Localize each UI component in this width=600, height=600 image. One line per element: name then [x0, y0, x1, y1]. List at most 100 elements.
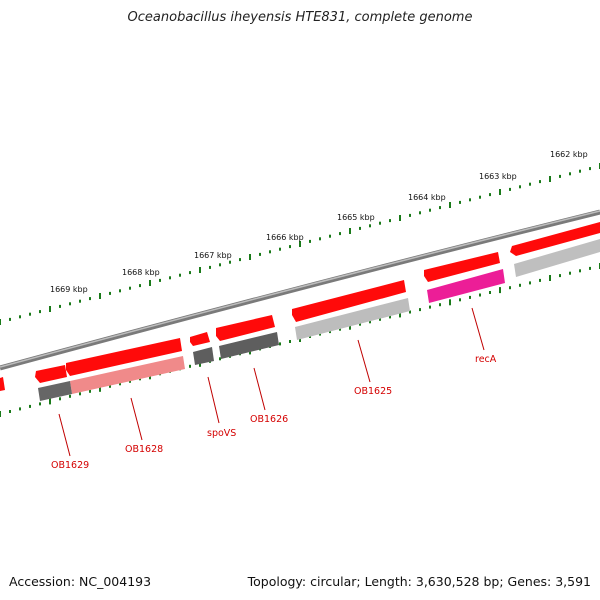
inner-ring-minor-tick: [429, 305, 431, 309]
genome-backbone-highlight: [0, 210, 600, 368]
outer-ring-minor-tick: [339, 232, 341, 236]
inner-ring-minor-tick: [489, 291, 491, 294]
outer-ring-minor-tick: [529, 182, 531, 186]
inner-ring-minor-tick: [479, 293, 481, 297]
outer-ring-minor-tick: [559, 174, 561, 178]
cds-ob1628[interactable]: [70, 356, 185, 394]
gene-forward-3[interactable]: [292, 280, 406, 322]
outer-ring-minor-tick: [359, 226, 361, 230]
inner-ring-major-tick: [99, 385, 101, 392]
outer-ring-minor-tick: [379, 221, 381, 225]
outer-ring-major-tick: [449, 202, 451, 208]
kbp-label-1668: 1668 kbp: [122, 268, 160, 277]
outer-ring-major-tick: [299, 241, 301, 247]
gene-label-reca[interactable]: recA: [475, 354, 497, 365]
kbp-scale-labels: 1662 kbp 1663 kbp 1664 kbp 1665 kbp 1666…: [50, 150, 588, 294]
inner-ring-minor-tick: [339, 327, 341, 331]
inner-ring-minor-tick: [469, 295, 471, 299]
accession-text: Accession: NC_004193: [9, 574, 152, 589]
inner-ring-major-tick: [0, 411, 1, 417]
inner-ring-major-tick: [499, 287, 501, 294]
gene-forward-1[interactable]: [510, 222, 600, 256]
inner-ring-minor-tick: [409, 310, 411, 314]
outer-ring-minor-tick: [519, 185, 521, 189]
outer-ring-minor-tick: [59, 304, 61, 308]
gene-label-ob1629[interactable]: OB1629: [51, 460, 89, 471]
inner-ring-minor-tick: [189, 364, 191, 368]
outer-ring-minor-tick: [209, 265, 211, 269]
topology-summary: Topology: circular; Length: 3,630,528 bp…: [247, 574, 591, 589]
inner-ring-major-tick: [399, 311, 401, 318]
outer-ring-minor-tick: [229, 260, 231, 264]
inner-ring-minor-tick: [379, 317, 381, 321]
cds-track: [38, 239, 600, 401]
outer-ring-minor-tick: [539, 180, 541, 184]
gene-forward-2[interactable]: [424, 252, 500, 282]
gene-label-ob1625[interactable]: OB1625: [354, 386, 392, 397]
inner-ring-major-tick: [449, 299, 451, 306]
outer-ring-major-tick: [499, 189, 501, 195]
outer-ring-minor-tick: [179, 273, 181, 277]
inner-ring-minor-tick: [539, 278, 541, 282]
cds-ob1629[interactable]: [38, 381, 72, 401]
cds-1[interactable]: [514, 239, 600, 277]
gene-label-ob1626[interactable]: OB1626: [250, 414, 288, 425]
outer-ring-minor-tick: [319, 237, 321, 241]
gene-forward-6[interactable]: [66, 338, 182, 376]
outer-ring-minor-tick: [289, 245, 291, 249]
outer-ring-major-tick: [199, 267, 201, 273]
outer-ring-minor-tick: [169, 276, 171, 280]
inner-ring-minor-tick: [529, 281, 531, 285]
kbp-label-1662: 1662 kbp: [550, 150, 588, 159]
inner-ring-minor-tick: [509, 286, 511, 290]
outer-ring-minor-tick: [109, 291, 111, 295]
gene-forward-8[interactable]: [0, 377, 5, 391]
outer-ring-minor-tick: [509, 187, 511, 191]
outer-ring-major-tick: [49, 306, 51, 312]
gene-forward-7[interactable]: [35, 365, 67, 383]
inner-ring-minor-tick: [109, 384, 111, 388]
cds-ob1626[interactable]: [219, 332, 279, 359]
outer-ring-minor-tick: [189, 271, 191, 275]
outer-ring-minor-tick: [89, 297, 91, 301]
inner-ring-minor-tick: [279, 342, 281, 346]
kbp-label-1667: 1667 kbp: [194, 251, 232, 260]
outer-ring-minor-tick: [19, 315, 21, 319]
inner-ring-minor-tick: [369, 320, 371, 324]
inner-ring-minor-tick: [289, 340, 291, 343]
outer-ring-major-tick: [399, 215, 401, 221]
inner-ring-minor-tick: [39, 402, 41, 406]
gene-forward-5[interactable]: [190, 332, 210, 346]
outer-ring-minor-tick: [9, 317, 11, 321]
kbp-label-1669: 1669 kbp: [50, 285, 88, 294]
inner-ring-minor-tick: [9, 410, 11, 413]
gene-label-ob1628[interactable]: OB1628: [125, 444, 163, 455]
inner-ring-minor-tick: [59, 397, 61, 401]
inner-ring-minor-tick: [589, 266, 591, 270]
inner-ring-minor-tick: [419, 308, 421, 312]
inner-ring-major-tick: [49, 398, 51, 405]
kbp-label-1664: 1664 kbp: [408, 193, 446, 202]
inner-ring-minor-tick: [439, 303, 441, 307]
gene-forward-4[interactable]: [216, 315, 275, 341]
gene-label-leaders: [58, 307, 485, 457]
outer-ring-major-tick: [349, 228, 351, 234]
cds-reca[interactable]: [427, 269, 505, 303]
outer-ring-minor-tick: [409, 213, 411, 217]
outer-ring-major-tick: [99, 293, 101, 299]
outer-ring-minor-tick: [69, 302, 71, 306]
outer-ring-major-tick: [149, 280, 151, 286]
outer-ring-minor-tick: [459, 200, 461, 204]
inner-ring-minor-tick: [329, 330, 331, 334]
cds-spovs[interactable]: [193, 347, 214, 365]
outer-ring-major-tick: [0, 319, 1, 325]
outer-ring-minor-tick: [159, 278, 161, 282]
outer-ring-minor-tick: [329, 234, 331, 238]
outer-ring-minor-tick: [489, 193, 491, 197]
cds-ob1625[interactable]: [295, 298, 410, 340]
outer-tick-ring: [0, 163, 600, 325]
gene-label-spovs[interactable]: spoVS: [207, 428, 236, 439]
inner-ring-minor-tick: [79, 392, 81, 396]
